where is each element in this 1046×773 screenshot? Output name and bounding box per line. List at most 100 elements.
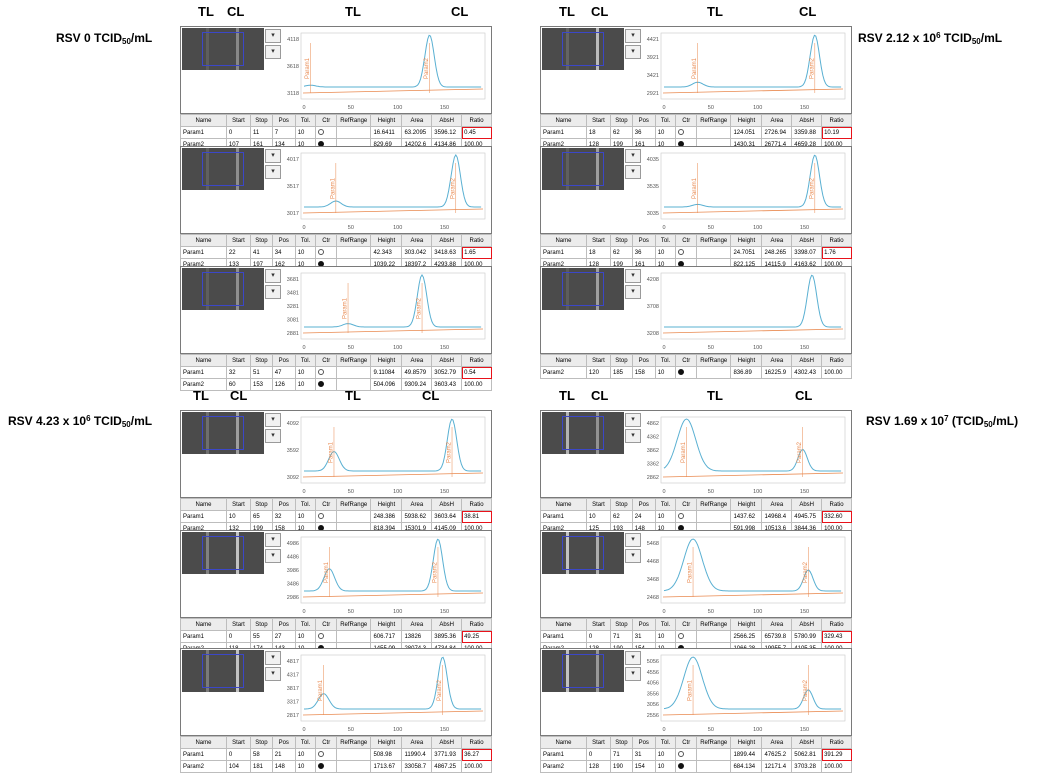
column-header: Height <box>370 736 403 749</box>
control-line-band <box>236 412 239 454</box>
condition-label: RSV 1.69 x 107 (TCID50/mL) <box>866 414 1019 429</box>
table-cell: 10 <box>294 630 317 643</box>
y-tick-label: 4056 <box>647 681 659 687</box>
header-cl-1: CL <box>227 4 245 19</box>
dropdown-button[interactable]: ▾ <box>625 45 641 59</box>
table-header-row: Name Start Stop Pos Tol. Ctr RefRange Height Are… <box>540 354 852 367</box>
y-tick-label: 4986 <box>287 541 299 547</box>
table-cell <box>336 630 372 643</box>
x-tick-label: 50 <box>348 225 354 231</box>
x-tick-label: 0 <box>302 105 305 111</box>
column-header: Tol. <box>294 114 317 127</box>
header-cl-3: CL <box>591 4 609 19</box>
table-cell: 148 <box>271 760 296 773</box>
param-label: Param2 <box>803 679 809 701</box>
dropdown-button[interactable]: ▾ <box>265 429 281 443</box>
table-cell: 24 <box>631 510 656 523</box>
roi-box <box>202 272 244 306</box>
column-header: Height <box>730 618 763 631</box>
chevron-down-icon: ▾ <box>271 670 275 677</box>
y-tick-label: 4208 <box>647 277 659 283</box>
x-tick-label: 150 <box>440 345 449 351</box>
plot-area <box>300 416 486 484</box>
y-tick-label: 3592 <box>287 448 299 454</box>
column-header: Ratio <box>461 618 492 631</box>
ctr-cell <box>675 246 698 259</box>
dropdown-button[interactable]: ▾ <box>625 667 641 681</box>
dropdown-button[interactable]: ▾ <box>265 149 281 163</box>
table-cell: 9.11084 <box>370 366 403 379</box>
ctr-cell <box>675 510 698 523</box>
table-cell: 10 <box>654 630 677 643</box>
table-cell: 0 <box>585 630 611 643</box>
dropdown-button[interactable]: ▾ <box>265 651 281 665</box>
param-label: Param2 <box>424 57 430 79</box>
table-header-row: Name Start Stop Pos Tol. Ctr RefRange Height Are… <box>540 618 852 631</box>
table-cell: 0 <box>225 748 251 761</box>
control-line-band <box>236 650 239 692</box>
profile-plot: 4118 3618 3118 0 50 100 150 Param1 Param2 <box>287 32 486 111</box>
analysis-panel: ▾ ▾ 3681 3481 3281 3081 2881 0 50 100 150 Param1 Par… <box>180 266 492 391</box>
x-tick-label: 100 <box>753 225 762 231</box>
column-header: Tol. <box>294 736 317 749</box>
dropdown-button[interactable]: ▾ <box>265 667 281 681</box>
baseline-line <box>662 88 844 94</box>
control-line-band <box>236 268 239 310</box>
dropdown-button[interactable]: ▾ <box>265 269 281 283</box>
baseline-line <box>302 472 484 478</box>
table-cell: 10 <box>294 126 317 139</box>
dropdown-button[interactable]: ▾ <box>265 285 281 299</box>
table-cell: 36 <box>631 246 656 259</box>
x-tick-label: 0 <box>662 489 665 495</box>
y-tick-label: 4468 <box>647 559 659 565</box>
x-tick-label: 50 <box>708 609 714 615</box>
roi-box <box>202 152 244 186</box>
profile-plot: 4092 3592 3092 0 50 100 150 Param1 Param2 <box>287 416 486 495</box>
dropdown-button[interactable]: ▾ <box>265 549 281 563</box>
dropdown-button[interactable]: ▾ <box>625 285 641 299</box>
table-cell: Param1 <box>540 126 587 139</box>
x-tick-label: 50 <box>708 345 714 351</box>
dropdown-button[interactable]: ▾ <box>265 29 281 43</box>
dropdown-button[interactable]: ▾ <box>625 651 641 665</box>
profile-curve <box>304 538 482 592</box>
dropdown-button[interactable]: ▾ <box>625 165 641 179</box>
table-cell: 5062.81 <box>791 748 823 761</box>
results-table: Name Start Stop Pos Tol. Ctr RefRange Height Are… <box>540 354 852 379</box>
ctr-cell <box>315 246 338 259</box>
x-tick-label: 150 <box>440 489 449 495</box>
dropdown-button[interactable]: ▾ <box>625 269 641 283</box>
y-tick-label: 4362 <box>647 435 659 441</box>
table-cell: 24.7051 <box>730 246 763 259</box>
x-tick-label: 150 <box>440 225 449 231</box>
y-tick-label: 4118 <box>287 37 299 43</box>
plot-area <box>660 536 846 604</box>
dropdown-button[interactable]: ▾ <box>625 413 641 427</box>
panel-top: ▾ ▾ 4017 3517 3017 0 50 100 150 Param1 Param2 <box>180 146 492 234</box>
header-cl-8: CL <box>795 388 813 403</box>
table-header-row: Name Start Stop Pos Tol. Ctr RefRange Height Are… <box>180 114 492 127</box>
table-row: Param1 0 71 31 10 2566.25 65739.8 5780.99 329.43 <box>540 630 852 643</box>
chevron-down-icon: ▾ <box>631 432 635 439</box>
open-circle-icon <box>318 513 325 520</box>
y-tick-label: 5468 <box>647 541 659 547</box>
dropdown-button[interactable]: ▾ <box>265 533 281 547</box>
strip-thumbnail <box>182 650 264 692</box>
dropdown-button[interactable]: ▾ <box>625 549 641 563</box>
table-cell: 18 <box>585 126 611 139</box>
y-tick-label: 2986 <box>287 595 299 601</box>
dropdown-button[interactable]: ▾ <box>625 429 641 443</box>
dropdown-button[interactable]: ▾ <box>625 29 641 43</box>
dropdown-button[interactable]: ▾ <box>265 165 281 179</box>
x-tick-label: 100 <box>393 609 402 615</box>
dropdown-button[interactable]: ▾ <box>625 533 641 547</box>
dropdown-button[interactable]: ▾ <box>265 45 281 59</box>
table-cell: 12171.4 <box>761 760 793 773</box>
plot-area <box>300 536 486 604</box>
dropdown-button[interactable]: ▾ <box>265 413 281 427</box>
table-cell: 10 <box>654 366 677 379</box>
param-label: Param2 <box>809 57 815 79</box>
dropdown-button[interactable]: ▾ <box>625 149 641 163</box>
ctr-cell <box>675 630 698 643</box>
plot-area <box>660 416 846 484</box>
